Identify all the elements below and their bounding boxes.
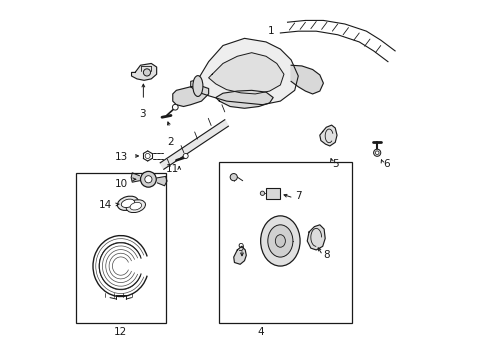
Polygon shape bbox=[290, 65, 323, 94]
Circle shape bbox=[183, 153, 188, 158]
Ellipse shape bbox=[121, 199, 134, 207]
Polygon shape bbox=[215, 90, 273, 108]
Polygon shape bbox=[131, 173, 139, 182]
Circle shape bbox=[172, 104, 178, 110]
Circle shape bbox=[140, 171, 156, 187]
Ellipse shape bbox=[192, 76, 203, 96]
Polygon shape bbox=[319, 125, 336, 146]
Ellipse shape bbox=[260, 216, 300, 266]
Text: 6: 6 bbox=[382, 159, 388, 169]
Circle shape bbox=[145, 153, 150, 158]
Ellipse shape bbox=[267, 225, 292, 257]
Text: 1: 1 bbox=[267, 26, 274, 36]
Circle shape bbox=[260, 191, 264, 195]
Text: 4: 4 bbox=[257, 327, 264, 337]
Text: 14: 14 bbox=[99, 200, 112, 210]
Polygon shape bbox=[157, 176, 167, 186]
Circle shape bbox=[230, 174, 237, 181]
Polygon shape bbox=[190, 39, 298, 105]
Text: 5: 5 bbox=[332, 159, 339, 169]
Text: 8: 8 bbox=[323, 250, 329, 260]
Bar bbox=[76, 173, 165, 323]
Bar bbox=[265, 188, 279, 199]
Circle shape bbox=[143, 69, 150, 76]
Text: 12: 12 bbox=[114, 327, 127, 337]
Polygon shape bbox=[233, 246, 246, 264]
Circle shape bbox=[375, 151, 378, 154]
Text: 2: 2 bbox=[167, 138, 174, 147]
Text: 3: 3 bbox=[139, 109, 145, 119]
Polygon shape bbox=[131, 63, 156, 80]
Ellipse shape bbox=[126, 200, 145, 213]
Ellipse shape bbox=[275, 235, 285, 247]
Circle shape bbox=[144, 176, 152, 183]
Text: 10: 10 bbox=[115, 179, 128, 189]
Polygon shape bbox=[160, 120, 228, 169]
Text: 9: 9 bbox=[237, 243, 244, 253]
Polygon shape bbox=[208, 53, 284, 94]
Ellipse shape bbox=[117, 196, 138, 211]
Text: 11: 11 bbox=[166, 164, 179, 174]
Text: 7: 7 bbox=[294, 191, 301, 201]
Ellipse shape bbox=[130, 202, 142, 210]
Circle shape bbox=[373, 149, 380, 156]
Text: 13: 13 bbox=[115, 152, 128, 162]
Polygon shape bbox=[306, 225, 325, 250]
Polygon shape bbox=[172, 86, 208, 107]
Bar bbox=[219, 162, 351, 323]
